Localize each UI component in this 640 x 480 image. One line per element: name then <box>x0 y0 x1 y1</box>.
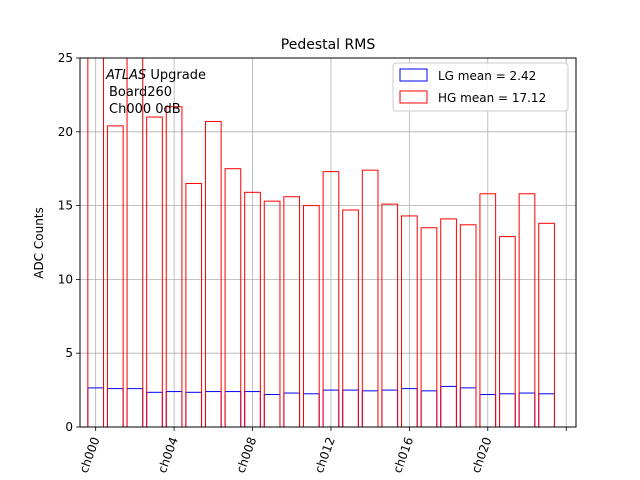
channel-label: Ch000 0dB <box>109 102 181 117</box>
atlas-label: ATLAS Upgrade <box>105 68 206 83</box>
y-axis-label: ADC Counts <box>32 207 46 279</box>
chart-title: Pedestal RMS <box>281 37 376 53</box>
y-tick-label: 25 <box>58 51 73 65</box>
legend-box <box>392 62 569 112</box>
legend-label-lg: LG mean = 2.42 <box>438 69 536 83</box>
atlas-experiment: ATLAS <box>105 68 146 83</box>
atlas-tag: Upgrade <box>146 68 206 83</box>
plot-frame <box>79 57 577 428</box>
legend: LG mean = 2.42 HG mean = 17.12 <box>392 62 569 112</box>
y-tick-label: 20 <box>58 125 73 139</box>
legend-label-hg: HG mean = 17.12 <box>438 91 546 105</box>
y-axis-ticks: 0 5 10 15 20 25 <box>58 51 80 434</box>
y-tick-label: 10 <box>58 272 73 286</box>
legend-swatch-lg <box>399 68 428 82</box>
y-tick-label: 0 <box>65 420 73 434</box>
atlas-annotation: ATLAS Upgrade Board260 Ch000 0dB <box>105 68 206 117</box>
y-tick-label: 15 <box>58 199 73 213</box>
y-tick-label: 5 <box>65 346 73 360</box>
board-label: Board260 <box>109 85 172 100</box>
legend-swatch-hg <box>399 90 428 104</box>
